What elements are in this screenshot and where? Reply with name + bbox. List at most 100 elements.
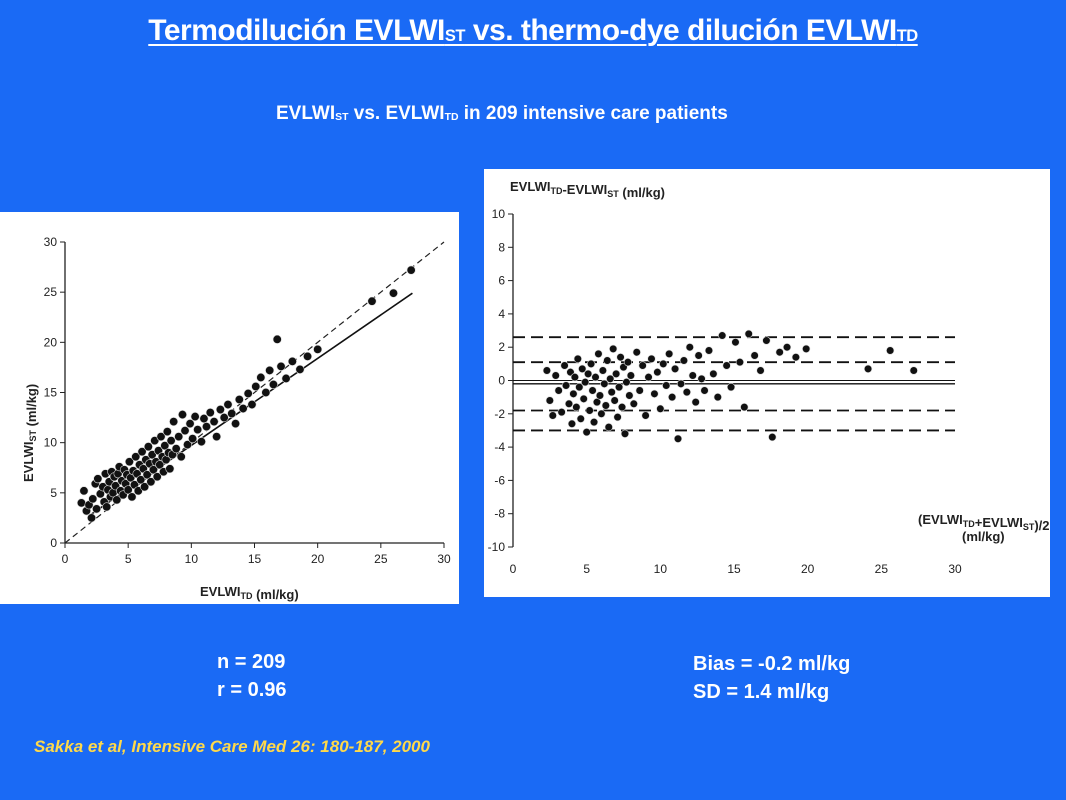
x-tick-label: 15 xyxy=(727,562,741,576)
data-point xyxy=(238,404,248,414)
data-point xyxy=(287,356,297,366)
data-point xyxy=(146,477,156,487)
data-point xyxy=(572,403,581,412)
data-point xyxy=(92,504,102,514)
data-point xyxy=(261,388,271,398)
data-point xyxy=(303,351,313,361)
x-tick-label: 10 xyxy=(185,552,199,566)
data-point xyxy=(589,418,599,427)
data-point xyxy=(557,408,566,417)
data-point xyxy=(641,411,650,420)
data-point xyxy=(140,482,150,492)
data-point xyxy=(579,394,588,403)
data-point xyxy=(691,398,700,407)
correlation-plot-panel: 0 5 10 15 20 25 30 0 5 10 15 20 25 30 EVLWITD (ml/kg) E… xyxy=(0,212,459,604)
y-tick-label: 8 xyxy=(498,240,505,254)
data-point xyxy=(656,404,665,413)
data-point xyxy=(607,388,616,397)
data-point xyxy=(909,366,918,375)
data-point xyxy=(205,408,215,418)
data-point xyxy=(632,348,641,357)
data-point xyxy=(700,386,709,395)
y-tick-label: -2 xyxy=(494,407,505,421)
data-point xyxy=(171,444,181,454)
data-point xyxy=(136,475,146,485)
y-tick-label: 25 xyxy=(44,285,58,299)
data-point xyxy=(147,450,157,460)
data-point xyxy=(600,379,609,388)
x-tick-label: 20 xyxy=(801,562,815,576)
data-point xyxy=(775,348,784,357)
x-tick-label: 5 xyxy=(125,552,132,566)
data-point xyxy=(176,452,186,462)
data-point xyxy=(567,419,577,428)
bias-value: Bias = -0.2 ml/kg xyxy=(693,653,851,675)
data-point xyxy=(604,423,613,432)
sd-value: SD = 1.4 ml/kg xyxy=(693,681,830,703)
data-point xyxy=(744,329,753,338)
data-point xyxy=(183,440,193,450)
data-point xyxy=(227,409,237,419)
data-point xyxy=(160,441,170,451)
data-point xyxy=(143,442,153,452)
data-point xyxy=(76,498,86,508)
data-point xyxy=(740,403,749,412)
y-tick-label: 0 xyxy=(50,536,57,550)
data-point xyxy=(169,417,179,427)
data-point xyxy=(174,432,184,442)
data-point xyxy=(124,457,134,467)
y-tick-label: 15 xyxy=(44,386,58,400)
data-point xyxy=(573,354,582,363)
data-point xyxy=(193,425,203,435)
data-point xyxy=(165,464,175,474)
x-axis-unit: (ml/kg) xyxy=(962,529,1005,544)
data-point xyxy=(223,400,233,410)
data-point xyxy=(601,401,610,410)
data-point xyxy=(588,386,597,395)
x-tick-label: 30 xyxy=(948,562,962,576)
data-point xyxy=(188,434,198,444)
data-point xyxy=(150,436,160,446)
data-point xyxy=(598,366,607,375)
data-point xyxy=(626,371,635,380)
data-point xyxy=(584,369,593,378)
data-point xyxy=(718,331,727,340)
data-point xyxy=(802,344,811,353)
data-point xyxy=(272,334,282,344)
data-point xyxy=(93,474,103,484)
correlation-coefficient: r = 0.96 xyxy=(217,679,287,701)
data-point xyxy=(595,391,605,400)
data-point xyxy=(560,361,569,370)
data-point xyxy=(185,419,195,429)
data-point xyxy=(673,434,683,443)
data-point xyxy=(112,495,122,505)
data-point xyxy=(622,378,631,387)
data-point xyxy=(886,346,895,355)
data-point xyxy=(665,349,674,358)
data-point xyxy=(152,472,162,482)
data-point xyxy=(713,393,722,402)
data-point xyxy=(87,513,97,523)
x-axis-label: EVLWITD (ml/kg) xyxy=(200,584,299,602)
data-point xyxy=(199,414,209,424)
x-tick-label: 0 xyxy=(62,552,69,566)
data-point xyxy=(735,358,744,367)
data-point xyxy=(243,389,253,399)
y-tick-label: -4 xyxy=(494,440,505,454)
data-point xyxy=(551,371,560,380)
data-point xyxy=(569,389,578,398)
data-point xyxy=(612,369,621,378)
data-point xyxy=(196,437,206,447)
y-tick-label: 2 xyxy=(498,340,505,354)
data-point xyxy=(617,403,627,412)
x-axis-label: (EVLWITD+EVLWIST)/2 xyxy=(918,512,1050,533)
y-tick-label: 10 xyxy=(492,207,506,221)
data-point xyxy=(782,343,792,352)
data-point xyxy=(388,288,398,298)
data-point xyxy=(281,373,291,383)
data-point xyxy=(133,486,143,496)
data-point xyxy=(545,396,554,405)
x-tick-label: 25 xyxy=(875,562,889,576)
data-point xyxy=(88,494,98,504)
data-point xyxy=(614,383,624,392)
